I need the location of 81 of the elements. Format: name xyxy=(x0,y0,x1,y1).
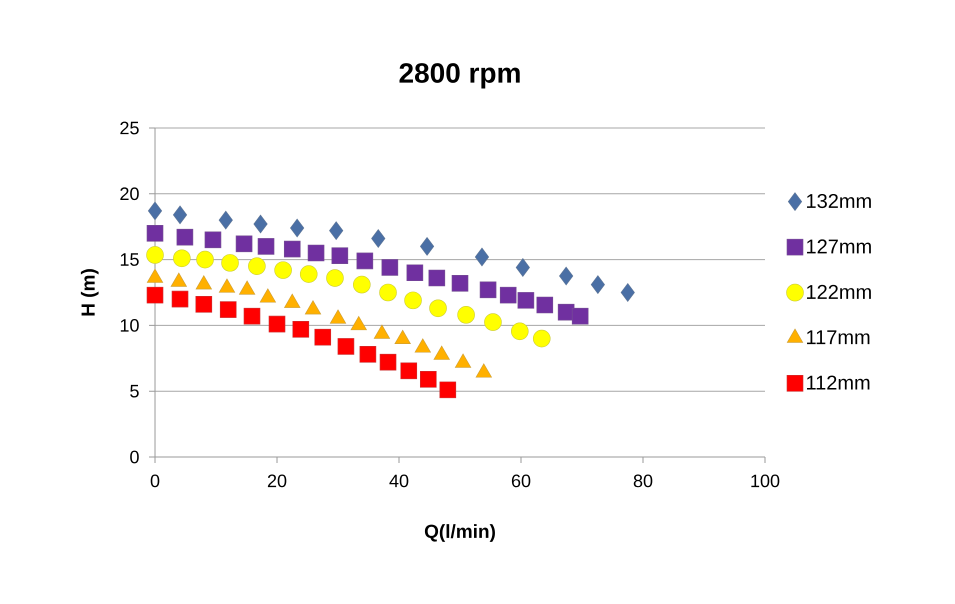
x-axis-title: Q(l/min) xyxy=(424,524,495,542)
point xyxy=(220,301,237,318)
point xyxy=(146,224,164,242)
point xyxy=(510,322,529,340)
point xyxy=(196,296,212,313)
x-tick-label: 60 xyxy=(512,474,530,488)
point xyxy=(484,313,502,331)
point xyxy=(406,264,424,282)
legend-label: 117mm xyxy=(807,330,870,344)
point xyxy=(146,246,164,264)
x-tick-label: 0 xyxy=(150,474,160,488)
point xyxy=(248,257,266,275)
y-tick-label: 5 xyxy=(130,384,139,398)
point xyxy=(332,247,348,264)
point xyxy=(308,244,324,262)
x-tick-label: 100 xyxy=(751,474,780,488)
point xyxy=(300,265,318,283)
point xyxy=(218,210,233,230)
point xyxy=(290,218,304,238)
y-axis-title: H (m) xyxy=(80,269,99,316)
point xyxy=(172,206,188,224)
point xyxy=(284,240,301,258)
x-tick-label: 80 xyxy=(634,474,652,488)
chart-title: 2800 rpm xyxy=(399,63,520,88)
x-tick-label: 20 xyxy=(268,474,286,488)
point xyxy=(352,276,371,294)
legend-label: 112mm xyxy=(807,376,870,390)
point xyxy=(440,382,456,398)
point xyxy=(326,269,344,287)
point xyxy=(356,252,374,270)
point xyxy=(148,202,162,220)
point xyxy=(338,338,354,355)
point xyxy=(236,236,252,252)
point xyxy=(172,290,188,308)
legend-label: 122mm xyxy=(807,284,871,299)
point xyxy=(420,237,434,256)
point xyxy=(532,330,551,348)
point xyxy=(268,316,286,332)
point xyxy=(292,321,310,338)
point xyxy=(382,259,398,276)
point xyxy=(380,354,396,371)
point xyxy=(314,328,332,346)
y-tick-label: 10 xyxy=(120,319,139,332)
point xyxy=(400,362,418,380)
point xyxy=(518,292,534,309)
y-tick-label: 15 xyxy=(120,253,139,266)
y-tick-label: 25 xyxy=(120,122,139,134)
y-tick-label: 0 xyxy=(130,450,139,464)
point xyxy=(146,286,164,304)
point xyxy=(420,371,437,388)
point xyxy=(274,261,292,279)
point xyxy=(204,232,222,248)
point xyxy=(371,229,386,248)
point xyxy=(258,238,274,255)
point xyxy=(474,248,490,266)
point xyxy=(221,254,239,272)
point xyxy=(559,266,574,286)
point xyxy=(379,284,397,302)
point xyxy=(480,282,496,298)
y-tick-label: 20 xyxy=(120,187,139,200)
point xyxy=(329,221,344,240)
point xyxy=(429,299,447,318)
point xyxy=(428,270,446,286)
point xyxy=(196,250,214,268)
point xyxy=(516,258,530,277)
point xyxy=(404,292,422,310)
point xyxy=(360,346,376,363)
point xyxy=(173,249,191,268)
point xyxy=(536,296,554,314)
point xyxy=(253,214,268,234)
legend-label: 132mm xyxy=(807,194,871,208)
legend-label: 127mm xyxy=(807,239,871,254)
point xyxy=(500,286,516,304)
point xyxy=(572,308,588,324)
point xyxy=(590,275,605,294)
x-tick-label: 40 xyxy=(389,474,408,488)
point xyxy=(452,274,468,292)
point xyxy=(244,308,260,324)
point xyxy=(176,228,194,246)
point xyxy=(457,306,475,324)
point xyxy=(620,283,635,302)
